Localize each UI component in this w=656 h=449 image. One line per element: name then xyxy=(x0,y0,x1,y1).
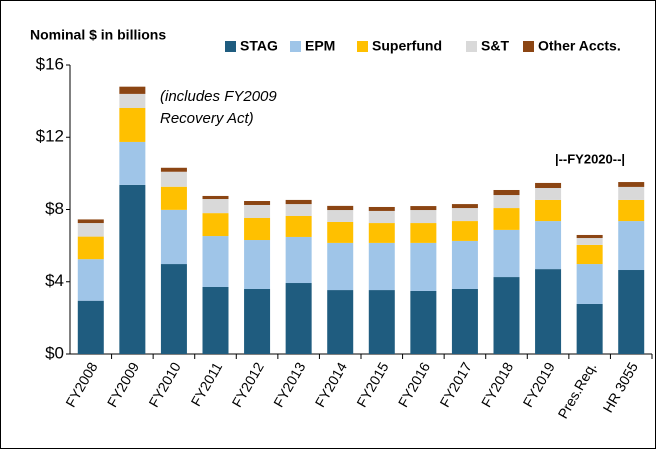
bar-segment xyxy=(202,236,229,287)
bar-segment xyxy=(160,171,187,187)
bar-segment xyxy=(451,221,478,241)
bar-segment xyxy=(160,264,187,354)
bar-segment xyxy=(119,184,146,354)
legend-swatch xyxy=(466,41,477,52)
bar-segment xyxy=(160,186,187,210)
bar-segment xyxy=(576,244,603,265)
bar-segment xyxy=(244,240,271,289)
y-tick-label: $0 xyxy=(45,343,64,362)
bar-segment xyxy=(576,264,603,304)
bar-segment xyxy=(77,236,104,260)
bar-segment xyxy=(576,238,603,245)
bar-segment xyxy=(244,204,271,218)
bar-segment xyxy=(368,223,395,243)
bar-segment xyxy=(160,209,187,265)
annotation: |--FY2020--| xyxy=(555,151,625,166)
bar-segment xyxy=(77,259,104,301)
bar-segment xyxy=(327,210,354,222)
y-tick-label: $16 xyxy=(36,54,64,73)
bar-segment xyxy=(119,141,146,185)
bar-segment xyxy=(285,283,312,354)
bar-segment xyxy=(410,242,437,291)
bar-segment xyxy=(327,290,354,354)
bar-segment xyxy=(244,217,271,241)
bar-segment xyxy=(451,208,478,222)
legend-swatch xyxy=(523,41,534,52)
bar-segment xyxy=(368,242,395,291)
legend-label: Other Accts. xyxy=(538,38,621,54)
bar-segment xyxy=(618,186,645,200)
bar-segment xyxy=(493,195,520,209)
bar-segment xyxy=(160,167,187,172)
bar-segment xyxy=(244,201,271,205)
bar-segment xyxy=(327,242,354,291)
bar-segment xyxy=(202,199,229,214)
y-tick-label: $4 xyxy=(45,271,64,290)
chart-title: Nominal $ in billions xyxy=(30,27,166,43)
bar-segment xyxy=(285,216,312,237)
y-tick-label: $12 xyxy=(36,127,64,146)
bar-segment xyxy=(618,199,645,222)
bar-segment xyxy=(451,204,478,209)
y-tick-label: $8 xyxy=(45,199,64,218)
bar-segment xyxy=(119,93,146,108)
bar-segment xyxy=(327,205,354,211)
bar-segment xyxy=(535,199,562,222)
bar-segment xyxy=(535,221,562,270)
bar-segment xyxy=(493,208,520,230)
legend-label: EPM xyxy=(305,38,335,54)
bar-segment xyxy=(410,290,437,354)
legend-swatch xyxy=(357,41,368,52)
bar-segment xyxy=(368,210,395,224)
bar-segment xyxy=(576,234,603,239)
bar-segment xyxy=(535,188,562,200)
legend-swatch xyxy=(290,41,301,52)
bar-segment xyxy=(285,199,312,205)
bar-segment xyxy=(493,277,520,354)
legend-swatch xyxy=(225,41,236,52)
bar-segment xyxy=(451,288,478,354)
bar-segment xyxy=(202,195,229,200)
bar-segment xyxy=(576,303,603,354)
bar-segment xyxy=(202,286,229,354)
bar-segment xyxy=(327,221,354,243)
annotation: (includes FY2009 xyxy=(160,88,277,105)
bar-segment xyxy=(618,182,645,187)
bar-segment xyxy=(285,204,312,217)
bar-segment xyxy=(535,182,562,189)
bar-segment xyxy=(119,86,146,94)
bar-segment xyxy=(618,270,645,354)
bar-segment xyxy=(493,189,520,196)
annotation: Recovery Act) xyxy=(160,110,254,127)
bar-segment xyxy=(618,221,645,271)
bar-segment xyxy=(535,269,562,354)
bar-segment xyxy=(368,290,395,354)
bar-segment xyxy=(368,206,395,211)
bar-segment xyxy=(410,210,437,224)
bar-segment xyxy=(410,223,437,243)
bar-segment xyxy=(119,107,146,142)
bar-segment xyxy=(493,229,520,278)
bar-segment xyxy=(244,288,271,354)
bar-segment xyxy=(77,219,104,224)
legend-label: S&T xyxy=(481,38,509,54)
legend-label: STAG xyxy=(240,38,278,54)
legend-label: Superfund xyxy=(372,38,442,54)
bar-segment xyxy=(410,206,437,211)
bar-segment xyxy=(77,300,104,354)
bar-segment xyxy=(77,223,104,237)
bar-segment xyxy=(451,240,478,289)
bar-segment xyxy=(202,213,229,237)
bar-segment xyxy=(285,236,312,284)
